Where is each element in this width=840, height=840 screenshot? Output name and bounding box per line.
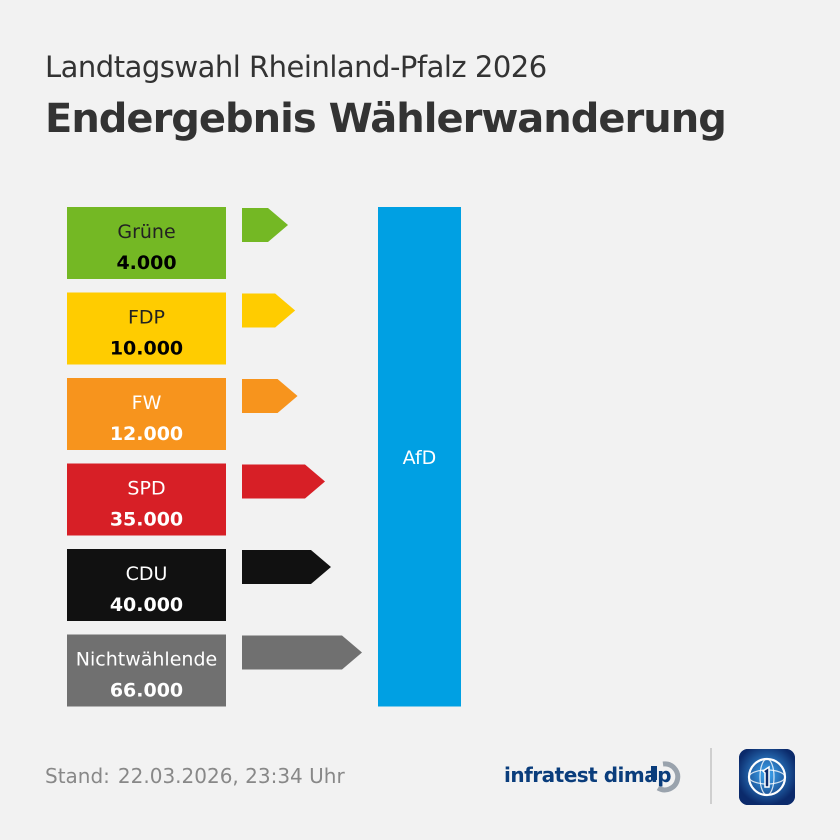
infratest-dimap-wordmark: infratest dimap [504, 763, 672, 787]
stand-label: Stand: [45, 764, 110, 788]
stand-timestamp: Stand: 22.03.2026, 23:34 Uhr [45, 764, 345, 788]
flow-arrow-fdp [242, 293, 296, 328]
tagesschau-logo-icon [739, 749, 795, 805]
infratest-dimap-logo-icon [651, 761, 681, 793]
source-value-fdp: 10.000 [110, 338, 183, 360]
footer-divider [710, 748, 712, 804]
source-value-fw: 12.000 [110, 423, 183, 445]
flow-arrow-fw [242, 379, 298, 413]
source-label-nichtw-hlende: Nichtwählende [76, 649, 217, 671]
stand-date: 22.03.2026, 23:34 Uhr [117, 764, 345, 788]
source-label-fw: FW [132, 392, 162, 414]
flow-arrow-cdu [242, 550, 331, 584]
flow-arrow-nichtw-hlende [242, 635, 362, 670]
source-label-gr-ne: Grüne [117, 221, 175, 243]
target-bar-afd [378, 207, 461, 707]
source-box-fdp [67, 292, 226, 365]
source-box-nichtw-hlende [67, 634, 226, 707]
source-value-spd: 35.000 [110, 509, 183, 531]
source-label-cdu: CDU [126, 563, 168, 585]
flow-arrow-spd [242, 464, 325, 499]
source-label-spd: SPD [127, 478, 165, 500]
chart-subtitle: Landtagswahl Rheinland-Pfalz 2026 [45, 50, 547, 84]
source-label-fdp: FDP [128, 307, 165, 329]
source-value-nichtw-hlende: 66.000 [110, 680, 183, 702]
chart-title: Endergebnis Wählerwanderung [45, 96, 727, 142]
flow-arrow-gr-ne [242, 208, 288, 242]
target-label-afd: AfD [403, 447, 437, 469]
source-box-fw [67, 378, 226, 450]
source-box-spd [67, 463, 226, 536]
source-value-cdu: 40.000 [110, 594, 183, 616]
source-box-cdu [67, 549, 226, 621]
source-box-gr-ne [67, 207, 226, 279]
source-value-gr-ne: 4.000 [116, 252, 176, 274]
